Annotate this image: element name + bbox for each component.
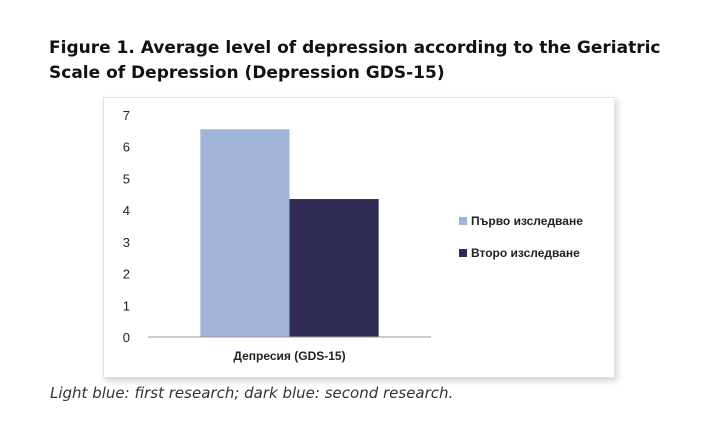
bar-chart: 0 1 2 3 4 5 6 7 Депресия (GDS-15) Първо изследв… [123, 108, 583, 363]
bars [200, 129, 379, 337]
y-axis-ticks: 0 1 2 3 4 5 6 7 [123, 108, 130, 345]
y-tick-label: 3 [123, 235, 130, 250]
y-tick-label: 1 [123, 298, 130, 313]
figure-caption: Light blue: first research; dark blue: s… [50, 384, 454, 402]
bar-series-2 [289, 199, 379, 337]
y-tick-label: 4 [123, 203, 130, 218]
figure-title: Figure 1. Average level of depression ac… [49, 38, 661, 83]
chart-panel: 0 1 2 3 4 5 6 7 Депресия (GDS-15) Първо изследв… [103, 97, 615, 378]
x-axis-labels: Депресия (GDS-15) [233, 349, 345, 363]
legend-label: Второ изследване [471, 246, 580, 260]
legend-swatch [459, 217, 467, 225]
y-tick-label: 2 [123, 267, 130, 282]
y-tick-label: 0 [123, 330, 130, 345]
bar-series-1 [200, 129, 290, 337]
x-category-label: Депресия (GDS-15) [233, 349, 345, 363]
y-tick-label: 5 [123, 171, 130, 186]
legend-label: Първо изследване [471, 214, 583, 228]
y-tick-label: 7 [123, 108, 130, 123]
legend-swatch [459, 249, 467, 257]
y-tick-label: 6 [123, 140, 130, 155]
chart-legend: Първо изследване Второ изследване [459, 214, 583, 260]
